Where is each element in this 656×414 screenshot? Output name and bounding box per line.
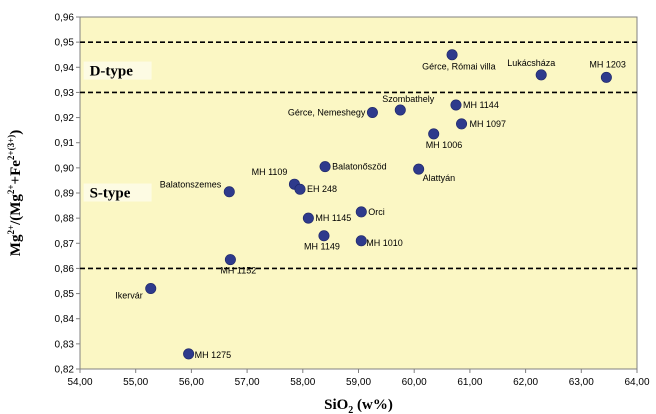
- data-point: [355, 206, 367, 218]
- data-point: [535, 69, 547, 81]
- x-tick-label: 59,00: [346, 377, 371, 388]
- point-label: MH 1145: [315, 213, 351, 223]
- y-tick-label: 0,84: [55, 314, 75, 325]
- point-label: MH 1203: [589, 59, 626, 69]
- data-point: [456, 118, 468, 130]
- y-tick-label: 0,94: [55, 63, 75, 74]
- y-title-p3: +Fe: [8, 160, 24, 185]
- data-point: [319, 161, 331, 173]
- data-point: [302, 212, 314, 224]
- data-point: [446, 49, 458, 61]
- y-tick-label: 0,82: [55, 365, 75, 376]
- y-tick-label: 0,90: [55, 163, 75, 174]
- y-tick-label: 0,93: [55, 88, 75, 99]
- data-point: [600, 71, 612, 83]
- point-label: Balatonszemes: [160, 180, 222, 190]
- point-labels: Gérce, Római villa Lukácsháza MH 1203 MH 11…: [115, 58, 626, 360]
- point-label: Balatonőszöd: [332, 162, 387, 172]
- y-title-p1: Mg: [8, 234, 24, 256]
- region-label-box: [83, 61, 152, 80]
- x-tick-label: 60,00: [402, 377, 427, 388]
- y-tick-label: 0,96: [55, 13, 75, 24]
- point-label: MH 1010: [366, 238, 403, 248]
- y-tick-label: 0,87: [55, 239, 75, 250]
- y-title-p4: ): [8, 130, 24, 135]
- point-label: MH 1097: [470, 119, 507, 129]
- y-axis-title: Mg2+/(Mg2++Fe2+(3+)): [6, 130, 24, 256]
- data-point: [366, 107, 378, 119]
- region-label: S-type: [90, 186, 131, 202]
- point-label: Alattyán: [423, 173, 456, 183]
- region-label-box: [83, 183, 152, 202]
- reference-lines: [80, 41, 637, 270]
- y-title-s2: 2+: [6, 184, 16, 194]
- x-title-sub: 2: [348, 405, 353, 414]
- point-label: Orci: [368, 207, 385, 217]
- data-point: [183, 348, 195, 360]
- data-point: [223, 186, 235, 198]
- region-labels: D-type S-type: [83, 61, 152, 202]
- x-tick-label: 56,00: [179, 377, 204, 388]
- data-point: [394, 104, 406, 116]
- x-tick-label: 62,00: [513, 377, 538, 388]
- data-point: [450, 99, 462, 111]
- point-label: MH 1144: [463, 100, 499, 110]
- x-tick-label: 58,00: [290, 377, 315, 388]
- plot-area: [79, 16, 638, 370]
- y-tick-label: 0,95: [55, 38, 75, 49]
- point-label: MH 1109: [252, 167, 288, 177]
- point-label: Gérce, Római villa: [422, 62, 496, 72]
- x-tick-label: 63,00: [569, 377, 594, 388]
- point-label: MH 1149: [304, 242, 340, 252]
- y-title-p2: /(Mg: [8, 194, 24, 226]
- y-axis-ticks: 0,82 0,83 0,84 0,85 0,86 0,87 0,88 0,89 0,90 0,91…: [55, 13, 80, 376]
- point-label: EH 248: [307, 184, 337, 194]
- y-tick-label: 0,88: [55, 214, 75, 225]
- data-point: [145, 283, 157, 295]
- x-tick-label: 54,00: [67, 377, 92, 388]
- y-tick-label: 0,83: [55, 339, 75, 350]
- x-tick-label: 64,00: [624, 377, 649, 388]
- x-tick-label: 55,00: [123, 377, 148, 388]
- y-tick-label: 0,86: [55, 264, 75, 275]
- point-label: MH 1006: [426, 140, 463, 150]
- x-tick-label: 61,00: [457, 377, 482, 388]
- data-point: [428, 128, 440, 140]
- y-tick-label: 0,85: [55, 289, 75, 300]
- x-title-base: SiO: [324, 397, 348, 413]
- data-point: [294, 183, 306, 195]
- x-axis-title: SiO2 (w%): [324, 397, 393, 414]
- point-label: Gérce, Nemeshegy: [288, 108, 366, 118]
- y-tick-label: 0,91: [55, 138, 75, 149]
- point-label: MH 1152: [220, 266, 256, 276]
- data-point: [318, 230, 330, 242]
- point-label: Ikervár: [115, 291, 143, 301]
- x-tick-label: 57,00: [235, 377, 260, 388]
- data-point: [355, 235, 367, 247]
- data-points: [145, 49, 612, 360]
- data-point: [413, 163, 425, 175]
- region-label: D-type: [90, 64, 134, 80]
- y-tick-label: 0,92: [55, 113, 75, 124]
- point-label: Szombathely: [382, 94, 435, 104]
- point-label: MH 1275: [195, 350, 232, 360]
- x-axis-ticks: 54,00 55,00 56,00 57,00 58,00 59,00 60,00 61,00…: [67, 369, 650, 388]
- data-point: [224, 254, 236, 266]
- y-title-s3: 2+(3+): [6, 135, 16, 160]
- x-title-rest: (w%): [353, 397, 393, 413]
- y-title-s1: 2+: [6, 225, 16, 235]
- point-label: Lukácsháza: [507, 58, 555, 68]
- y-tick-label: 0,89: [55, 189, 75, 200]
